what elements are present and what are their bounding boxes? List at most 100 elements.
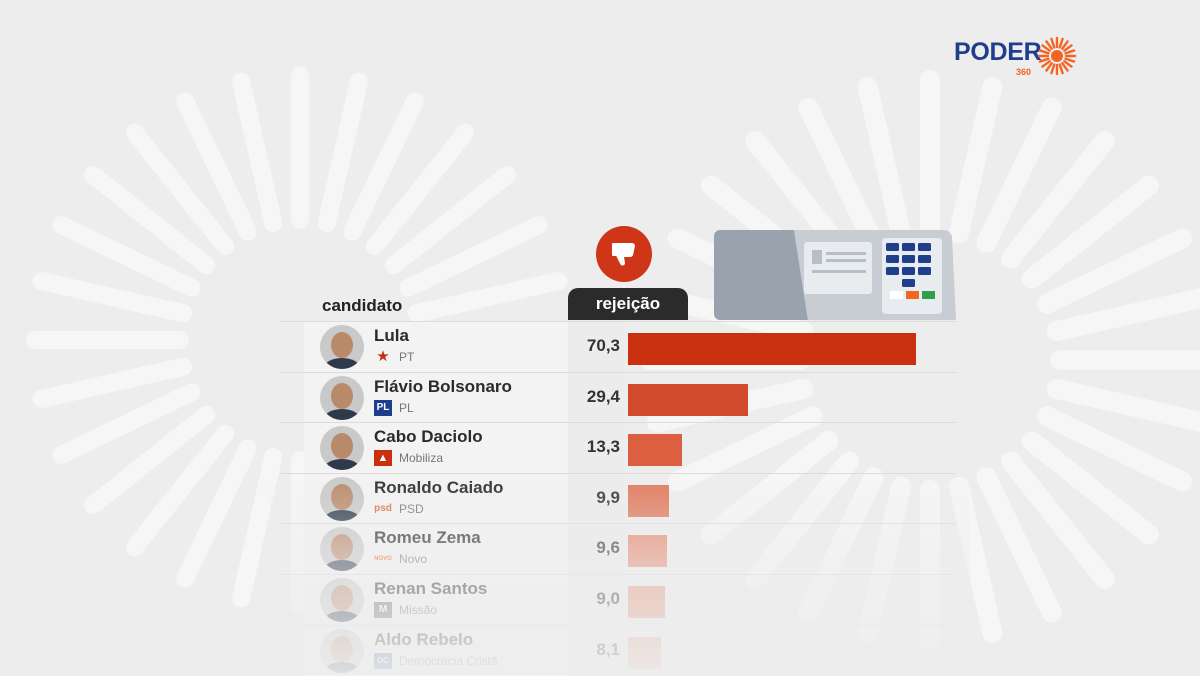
table-row: Cabo Daciolo ▲ Mobiliza 13,3 [280,422,956,474]
background-ray [232,72,283,233]
table-row: Flávio Bolsonaro PL PL 29,4 [280,371,956,423]
background-ray [1046,288,1200,342]
background-ray [176,92,257,241]
avatar-face [331,585,353,611]
column-header-candidate: candidato [322,296,403,315]
logo-word: PODER [954,38,1042,66]
candidate-avatar [320,578,364,622]
sun-ray [1061,62,1069,72]
bar [628,535,668,568]
value-label: 29,4 [586,386,620,406]
background-ray [798,97,884,253]
avatar-face [331,534,353,561]
sun-ray [1063,44,1073,52]
table-row: Romeu Zema NOVO Novo 9,6 [280,523,956,575]
bar [628,586,665,618]
sun-ray [1038,49,1050,55]
sun-ray [1038,57,1050,63]
background-ray [1001,131,1115,269]
value-label: 9,6 [596,538,620,558]
sun-ray [1058,37,1064,49]
sun-ray [1063,60,1073,68]
sun-ray [1050,37,1056,49]
bar [628,383,749,416]
party-name: PL [399,400,414,415]
bar [628,636,662,669]
candidate-name: Ronaldo Caiado [374,477,504,497]
background-ray [343,92,424,241]
logo-sub: 360 [1016,67,1032,77]
background-ray [1046,378,1200,432]
background-ray [52,383,201,464]
avatar-body [324,459,360,471]
background-ray [948,77,1003,244]
sun-ray [1061,40,1069,50]
value-label: 70,3 [586,336,620,355]
candidate-avatar [320,476,364,521]
value-label: 9,0 [596,589,620,608]
party-logo-icon: ★ [376,348,390,365]
party-logo-icon: DC [374,652,392,669]
background-ray [52,216,201,297]
party-name: PSD [399,501,424,516]
sun-ray [1041,60,1051,68]
value-cell [568,423,624,474]
avatar-body [324,611,360,622]
background-ray [1021,431,1159,545]
background-ray [32,272,193,323]
party-name: Missão [399,603,438,617]
candidate-name: Flávio Bolsonaro [374,376,512,396]
avatar-body [324,661,360,673]
column-header-rejection: rejeição [568,288,688,320]
avatar-face [331,483,353,510]
background-ray [857,77,912,244]
candidate-avatar [320,527,364,572]
value-label: 13,3 [586,437,620,457]
background-ray [1037,228,1193,314]
bar [628,434,683,467]
sun-ray [1064,49,1076,55]
value-label: 8,1 [596,639,620,659]
candidate-avatar [320,325,364,369]
party-name: Mobiliza [399,451,444,466]
candidate-name: Aldo Rebelo [374,629,474,649]
party-logo-icon: M [374,602,392,618]
background-ray [317,72,368,233]
bar [628,333,916,365]
background-ray [125,123,235,256]
value-cell [568,322,624,372]
avatar-face [331,332,353,358]
background-ray [232,447,283,608]
avatar-face [331,382,353,409]
candidate-avatar [320,375,364,420]
table-row: Renan Santos M Missão 9,0 [280,574,956,625]
party-name: PT [399,350,415,364]
candidate-name: Cabo Daciolo [374,427,483,447]
party-logo-icon: ▲ [374,450,392,467]
party-logo-icon: psd [374,502,392,514]
background-ray [1021,175,1159,289]
background-ray [1001,451,1115,589]
table-row: Lula ★ PT 70,3 [280,321,956,372]
avatar-body [324,509,360,521]
background-ray [32,357,193,408]
background-ray [83,405,216,515]
background-ray [976,97,1062,253]
sun-ray [1045,62,1053,72]
background-ray [384,165,517,275]
background-ray [976,467,1062,623]
value-label: 9,9 [596,487,620,507]
background-ray [176,439,257,588]
avatar-body [324,358,360,369]
background-ray [125,424,235,557]
sun-ray [1041,44,1051,52]
party-name: Democracia Cristã [399,653,498,668]
candidate-name: Renan Santos [374,579,488,598]
sun-ray [1045,40,1053,50]
bar [628,484,669,517]
voting-machine-icon [714,230,956,320]
candidate-name: Romeu Zema [374,528,481,548]
thumbs-down-icon [596,226,652,282]
table-row: Ronaldo Caiado psd PSD 9,9 [280,472,956,524]
avatar-face [331,635,353,662]
